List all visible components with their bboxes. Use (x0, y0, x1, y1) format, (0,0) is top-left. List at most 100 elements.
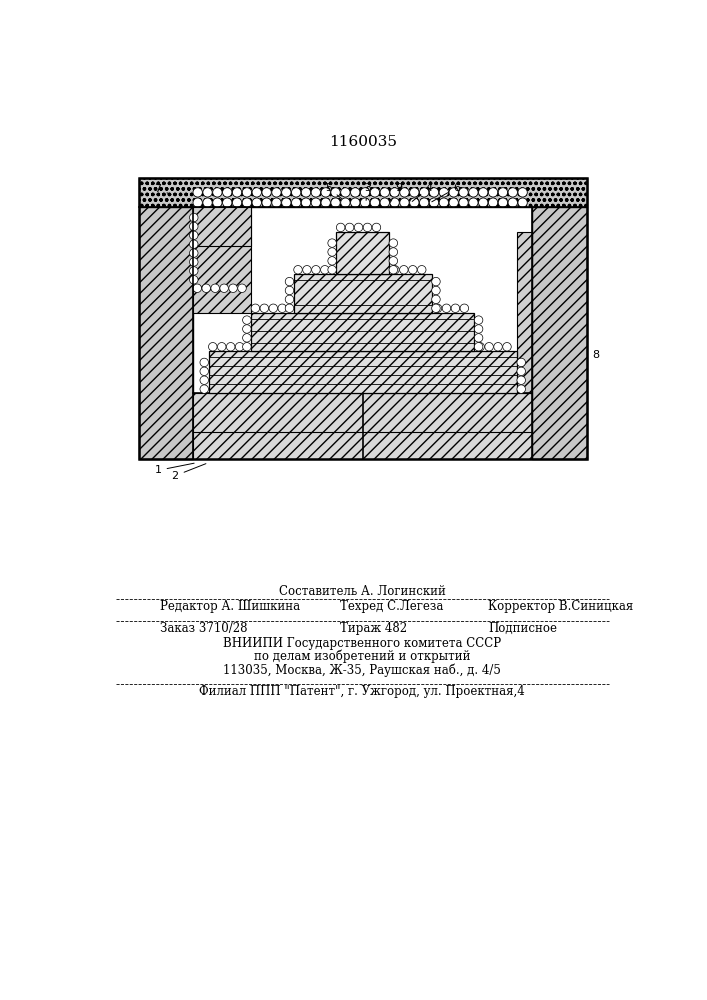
Circle shape (321, 188, 330, 197)
Circle shape (331, 198, 340, 207)
Circle shape (432, 286, 440, 295)
Text: 2: 2 (172, 464, 206, 481)
Circle shape (409, 266, 417, 274)
Circle shape (281, 198, 291, 207)
Circle shape (189, 213, 198, 222)
Circle shape (363, 223, 372, 232)
Circle shape (235, 343, 244, 351)
Circle shape (243, 316, 251, 324)
Circle shape (489, 188, 498, 197)
Circle shape (285, 277, 293, 286)
Circle shape (469, 198, 478, 207)
Circle shape (390, 198, 399, 207)
Circle shape (223, 188, 232, 197)
Circle shape (293, 266, 303, 274)
Circle shape (189, 267, 198, 275)
Circle shape (498, 188, 508, 197)
Circle shape (285, 295, 293, 304)
Text: Корректор В.Синицкая: Корректор В.Синицкая (489, 600, 633, 613)
Circle shape (320, 266, 329, 274)
Text: Филиал ППП "Патент", г. Ужгород, ул. Проектная,4: Филиал ППП "Патент", г. Ужгород, ул. Про… (199, 685, 525, 698)
Circle shape (301, 188, 310, 197)
Circle shape (459, 198, 468, 207)
Circle shape (193, 198, 202, 207)
Circle shape (399, 266, 408, 274)
Circle shape (328, 248, 337, 256)
Circle shape (209, 343, 217, 351)
Circle shape (213, 198, 222, 207)
Circle shape (474, 325, 483, 333)
Circle shape (193, 188, 202, 197)
Circle shape (361, 198, 370, 207)
Text: 3: 3 (364, 183, 371, 200)
Bar (337, 232, 389, 274)
Circle shape (449, 188, 458, 197)
Circle shape (474, 316, 483, 324)
Circle shape (389, 266, 397, 274)
Circle shape (243, 198, 252, 207)
Text: Заказ 3710/28: Заказ 3710/28 (160, 622, 247, 635)
Text: 113035, Москва, Ж-35, Раушская наб., д. 4/5: 113035, Москва, Ж-35, Раушская наб., д. … (223, 663, 501, 677)
Circle shape (285, 286, 293, 295)
Circle shape (508, 188, 518, 197)
Circle shape (433, 304, 442, 312)
Circle shape (278, 304, 286, 312)
Text: 6: 6 (432, 183, 460, 202)
Circle shape (238, 284, 246, 292)
Circle shape (361, 188, 370, 197)
Circle shape (311, 198, 320, 207)
Circle shape (459, 188, 468, 197)
Circle shape (233, 198, 242, 207)
Text: Тираж 482: Тираж 482 (341, 622, 407, 635)
Circle shape (380, 198, 390, 207)
Circle shape (429, 198, 438, 207)
Circle shape (390, 188, 399, 197)
Text: 4: 4 (412, 183, 433, 201)
Circle shape (508, 198, 518, 207)
Circle shape (321, 198, 330, 207)
Circle shape (269, 304, 278, 312)
Bar (193, 207, 251, 246)
Circle shape (503, 343, 511, 351)
Circle shape (517, 385, 525, 393)
Circle shape (291, 188, 301, 197)
Circle shape (189, 249, 198, 257)
Circle shape (226, 343, 235, 351)
Circle shape (193, 284, 201, 292)
Circle shape (271, 198, 281, 207)
Circle shape (243, 188, 252, 197)
Circle shape (439, 188, 448, 197)
Circle shape (469, 188, 478, 197)
Circle shape (328, 239, 337, 247)
Circle shape (409, 198, 419, 207)
Text: 9: 9 (390, 183, 402, 202)
Text: Техред С.Легеза: Техред С.Легеза (341, 600, 444, 613)
Circle shape (498, 198, 508, 207)
Circle shape (243, 334, 251, 342)
Circle shape (351, 198, 360, 207)
Circle shape (479, 198, 488, 207)
Bar (193, 393, 532, 459)
Circle shape (211, 284, 219, 292)
Text: 8: 8 (587, 350, 600, 360)
Circle shape (233, 188, 242, 197)
Circle shape (251, 304, 259, 312)
Circle shape (252, 198, 262, 207)
Circle shape (243, 325, 251, 333)
Text: Редактор А. Шишкина: Редактор А. Шишкина (160, 600, 300, 613)
Text: по делам изобретений и открытий: по делам изобретений и открытий (254, 650, 471, 663)
Circle shape (262, 198, 271, 207)
Circle shape (517, 358, 525, 367)
Circle shape (189, 222, 198, 231)
Text: ВНИИПИ Государственного комитета СССР: ВНИИПИ Государственного комитета СССР (223, 637, 501, 650)
Circle shape (451, 304, 460, 312)
Circle shape (372, 223, 380, 232)
Text: 5: 5 (325, 183, 342, 199)
Circle shape (476, 343, 484, 351)
Circle shape (328, 257, 337, 265)
Circle shape (220, 284, 228, 292)
Circle shape (260, 304, 269, 312)
Bar (139, 178, 587, 207)
Text: 1160035: 1160035 (329, 135, 397, 149)
Circle shape (331, 188, 340, 197)
